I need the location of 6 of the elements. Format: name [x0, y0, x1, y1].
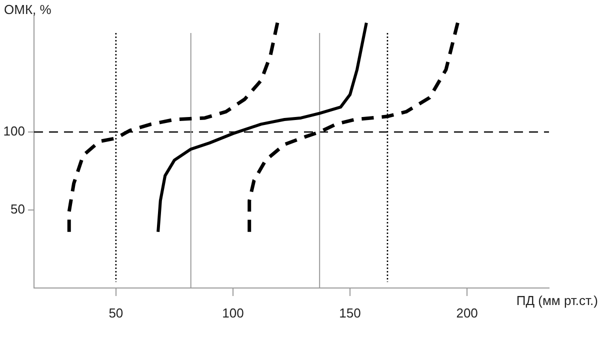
x-tick-label: 150: [339, 305, 361, 320]
x-axis-title: ПД (мм рт.ст.): [516, 293, 598, 308]
x-tick-label: 50: [108, 305, 124, 320]
x-tick-label: 200: [456, 305, 478, 320]
y-axis-title: ОМК, %: [4, 2, 52, 17]
x-tick-label: 100: [222, 305, 244, 320]
